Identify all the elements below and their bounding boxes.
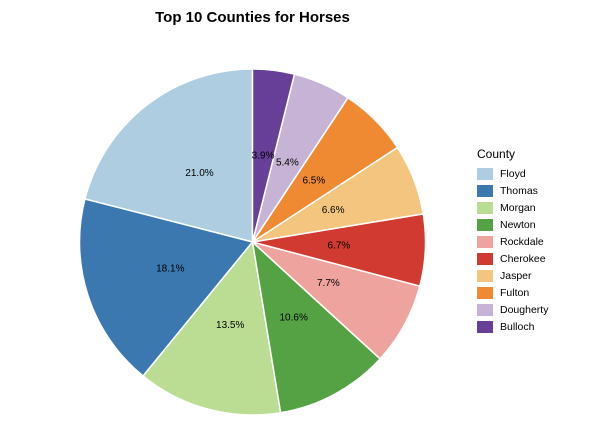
legend-swatch [477, 184, 493, 197]
legend-swatch [477, 320, 493, 333]
slice-label-fulton: 6.5% [302, 176, 325, 187]
legend-label: Floyd [500, 167, 526, 180]
legend-title: County [477, 147, 516, 161]
chart-title: Top 10 Counties for Horses [155, 9, 350, 26]
legend-item-floyd: Floyd [477, 165, 548, 182]
legend-item-morgan: Morgan [477, 199, 548, 216]
pie-slice-newton [251, 239, 382, 414]
slice-label-morgan: 13.5% [216, 320, 244, 331]
legend-items: Floyd Thomas Morgan Newton Rockdale Cherokee J… [477, 165, 548, 335]
legend-swatch [477, 235, 493, 248]
legend-item-jasper: Jasper [477, 267, 548, 284]
legend-item-fulton: Fulton [477, 284, 548, 301]
legend-item-cherokee: Cherokee [477, 250, 548, 267]
legend-label: Rockdale [500, 235, 544, 248]
slice-label-bulloch: 3.9% [252, 151, 275, 162]
legend-swatch [477, 286, 493, 299]
legend-label: Dougherty [500, 303, 549, 316]
legend-label: Thomas [500, 184, 538, 197]
legend-label: Fulton [500, 286, 530, 299]
legend-swatch [477, 201, 493, 214]
legend-label: Bulloch [500, 320, 535, 333]
legend-item-rockdale: Rockdale [477, 233, 548, 250]
legend-swatch [477, 218, 493, 231]
slice-label-dougherty: 5.4% [276, 157, 299, 168]
pie-slice-floyd [84, 68, 254, 243]
legend-label: Morgan [500, 201, 536, 214]
slice-label-jasper: 6.6% [322, 205, 345, 216]
legend-swatch [477, 303, 493, 316]
legend-item-newton: Newton [477, 216, 548, 233]
legend-item-dougherty: Dougherty [477, 301, 548, 318]
pie-slice-bulloch [251, 68, 296, 243]
slice-label-thomas: 18.1% [156, 263, 184, 274]
pie-slice-morgan [142, 240, 282, 416]
legend-label: Newton [500, 218, 536, 231]
legend-label: Cherokee [500, 252, 546, 265]
legend-swatch [477, 269, 493, 282]
legend-swatch [477, 167, 493, 180]
slice-label-rockdale: 7.7% [317, 278, 340, 289]
pie-slice-thomas [78, 198, 254, 378]
slice-label-floyd: 21.0% [185, 168, 213, 179]
legend-item-bulloch: Bulloch [477, 318, 548, 335]
legend: County Floyd Thomas Morgan Newton Rockdale Ch… [477, 147, 548, 335]
legend-label: Jasper [500, 269, 532, 282]
legend-swatch [477, 252, 493, 265]
slice-label-cherokee: 6.7% [328, 241, 351, 252]
legend-item-thomas: Thomas [477, 182, 548, 199]
slice-label-newton: 10.6% [280, 313, 308, 324]
